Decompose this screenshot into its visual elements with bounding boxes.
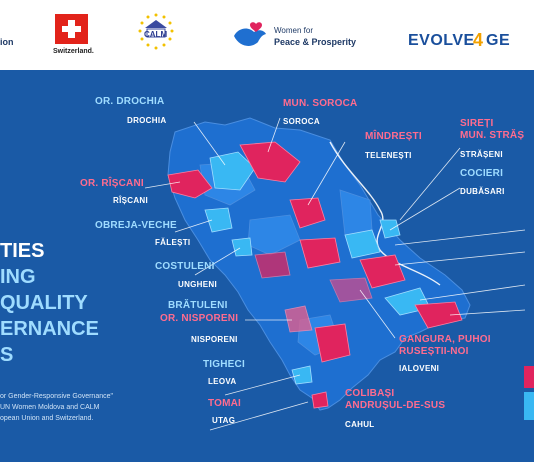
label-rascani: RÎȘCANI xyxy=(113,196,148,205)
label-tigheci: TIGHECI xyxy=(203,359,245,370)
evolve-label-c: GE xyxy=(486,32,510,50)
label-ungheni: UNGHENI xyxy=(178,280,217,289)
label-bratuleni: BRĂTULENI xyxy=(168,300,228,311)
switzerland-flag-icon xyxy=(55,14,88,44)
wpp-line2: Peace & Prosperity xyxy=(274,37,356,47)
headline-line3: QUALITY xyxy=(0,292,88,315)
label-nisporeni: NISPORENI xyxy=(191,335,238,344)
evolve-label-a: EVOLVE xyxy=(408,32,475,50)
label-or-rascani: OR. RÎȘCANI xyxy=(80,178,144,189)
logo-bar: ion Switzerland. CALM xyxy=(0,0,534,70)
label-tomai: TOMAI xyxy=(208,398,241,409)
label-telenesti: TELENEȘTI xyxy=(365,151,412,160)
partner-logo-partial: ion xyxy=(0,37,14,47)
label-ialoveni: IALOVENI xyxy=(399,364,439,373)
headline-line1: TIES xyxy=(0,240,44,263)
calm-logo: CALM xyxy=(133,12,179,52)
label-utag: UTAG xyxy=(212,416,235,425)
label-soroca: SOROCA xyxy=(283,117,320,126)
footnote-line3: opean Union and Switzerland. xyxy=(0,415,93,422)
label-straseni: STRĂȘENI xyxy=(460,150,503,159)
headline-line4: ERNANCE xyxy=(0,318,99,341)
label-rusestii-noi: RUSEȘTII-NOI xyxy=(399,346,469,357)
label-colibasi: COLIBAȘI xyxy=(345,388,394,399)
edge-block-blue xyxy=(524,392,534,420)
label-drochia: DROCHIA xyxy=(127,116,166,125)
label-mun-soroca: MUN. SOROCA xyxy=(283,98,357,109)
label-or-nisporeni: OR. NISPORENI xyxy=(160,313,238,324)
evolve-label-b: 4 xyxy=(473,30,483,51)
label-costuleni: COSTULENI xyxy=(155,261,215,272)
label-dubasari: DUBĂSARI xyxy=(460,187,505,196)
label-mun-strasei: MUN. STRĂȘ xyxy=(460,130,524,141)
label-obreja-veche: OBREJA-VECHE xyxy=(95,220,177,231)
label-leova: LEOVA xyxy=(208,377,236,386)
wpp-line1: Women for xyxy=(274,26,313,35)
label-or-drochia: OR. DROCHIA xyxy=(95,96,164,107)
label-cahul: CAHUL xyxy=(345,420,375,429)
dove-heart-icon xyxy=(230,20,270,50)
district-ungheni xyxy=(232,238,252,256)
calm-label: CALM xyxy=(144,30,167,39)
headline-line5: S xyxy=(0,344,13,367)
label-gangura-puhoi: GANGURA, PUHOI xyxy=(399,334,491,345)
label-andrusul-de-sus: ANDRUȘUL-DE-SUS xyxy=(345,400,445,411)
edge-block-pink xyxy=(524,366,534,388)
label-mindresti: MÎNDREȘTI xyxy=(365,131,422,142)
headline-line2: ING xyxy=(0,266,36,289)
label-falesti: FĂLEȘTI xyxy=(155,238,190,247)
footnote-line2: UN Women Moldova and CALM xyxy=(0,404,99,411)
label-cocieri: COCIERI xyxy=(460,168,503,179)
switzerland-label: Switzerland. xyxy=(53,48,94,55)
label-sireti: SIREȚI xyxy=(460,118,493,129)
footnote-line1: or Gender-Responsive Governance" xyxy=(0,393,113,400)
district-cahul xyxy=(312,392,328,408)
